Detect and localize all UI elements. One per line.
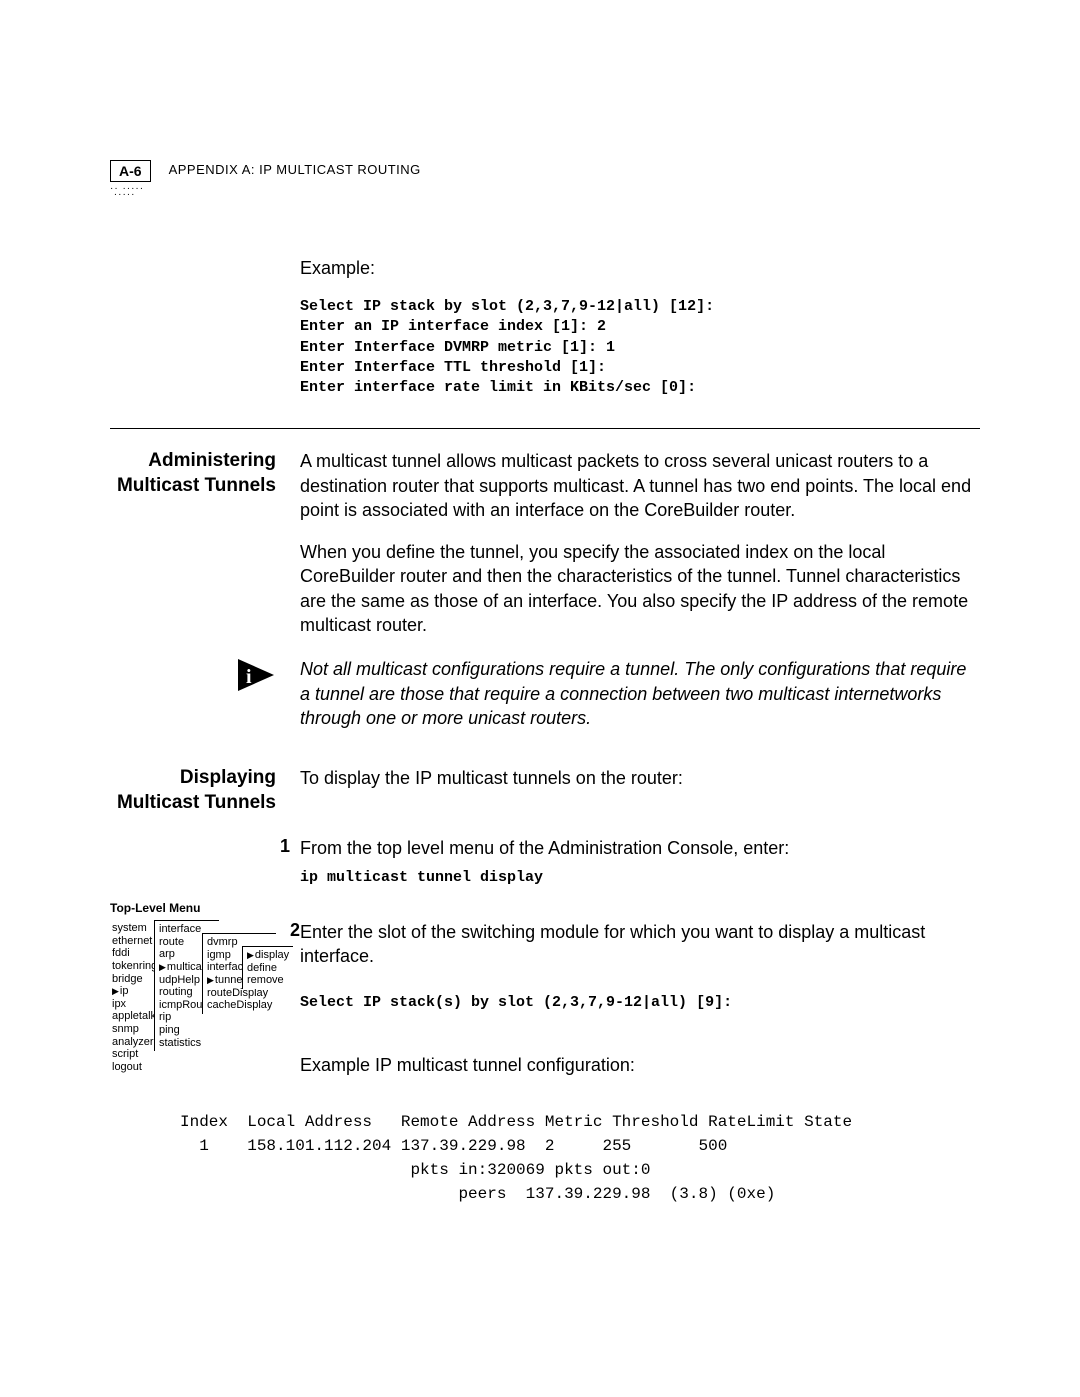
section2-intro: To display the IP multicast tunnels on t… xyxy=(300,766,980,790)
section2-title-cell: Displaying Multicast Tunnels xyxy=(110,766,300,815)
tunnel-header: Index Local Address Remote Address Metri… xyxy=(180,1113,852,1131)
section1-para2: When you define the tunnel, you specify … xyxy=(300,540,980,637)
menu-item: bridge xyxy=(112,973,157,986)
chevron-right-icon: ▶ xyxy=(207,975,214,985)
note-icon-cell: i xyxy=(110,657,300,693)
menu-item: logout xyxy=(112,1061,157,1074)
step2-command: Select IP stack(s) by slot (2,3,7,9-12|a… xyxy=(300,993,980,1013)
menu-item: ▶display xyxy=(247,949,289,962)
example-code: Select IP stack by slot (2,3,7,9-12|all)… xyxy=(300,297,980,398)
menu-item: appletalk xyxy=(112,1010,157,1023)
menu-item: analyzer xyxy=(112,1036,157,1049)
example-block: Example: Select IP stack by slot (2,3,7,… xyxy=(300,258,980,398)
top-level-menu: Top-Level Menu system ethernet fddi toke… xyxy=(110,902,300,1090)
menu-item: ipx xyxy=(112,998,157,1011)
menu-container: Top-Level Menu system ethernet fddi toke… xyxy=(110,902,300,1090)
page-number-box: A-6 xyxy=(110,160,151,182)
tunnel-output: Index Local Address Remote Address Metri… xyxy=(180,1110,980,1206)
menu-item: cacheDisplay xyxy=(207,999,272,1012)
step1-num-cell: 1 xyxy=(110,836,300,857)
section-divider xyxy=(110,428,980,429)
step2-row: Top-Level Menu system ethernet fddi toke… xyxy=(110,902,980,1090)
config-label: Example IP multicast tunnel configuratio… xyxy=(300,1053,980,1077)
chevron-right-icon: ▶ xyxy=(159,962,166,972)
tunnel-pkts: pkts in:320069 pkts out:0 xyxy=(180,1161,650,1179)
section-admin-tunnels: Administering Multicast Tunnels A multic… xyxy=(110,449,980,637)
page-number: A-6 xyxy=(119,163,142,179)
step1-command: ip multicast tunnel display xyxy=(300,868,980,888)
example-label: Example: xyxy=(300,258,980,279)
menu-item: ethernet xyxy=(112,935,157,948)
step1-body: From the top level menu of the Administr… xyxy=(300,836,980,889)
note-text: Not all multicast configurations require… xyxy=(300,657,980,730)
step1-number: 1 xyxy=(280,836,290,857)
menu-item: ping xyxy=(159,1024,215,1037)
step2-text: Enter the slot of the switching module f… xyxy=(300,920,980,969)
note-row: i Not all multicast configurations requi… xyxy=(110,657,980,730)
menu-item: snmp xyxy=(112,1023,157,1036)
appendix-title: APPENDIX A: IP MULTICAST ROUTING xyxy=(169,162,421,177)
step2-number: 2 xyxy=(290,920,300,941)
step1-text: From the top level menu of the Administr… xyxy=(300,836,980,860)
info-arrow-icon: i xyxy=(236,657,276,693)
menu-item: fddi xyxy=(112,947,157,960)
menu-columns: system ethernet fddi tokenring bridge ▶i… xyxy=(110,920,280,1090)
menu-item: define xyxy=(247,962,289,975)
tunnel-row: 1 158.101.112.204 137.39.229.98 2 255 50… xyxy=(180,1137,727,1155)
menu-item: ▶ip xyxy=(112,985,157,998)
step2-body: Enter the slot of the switching module f… xyxy=(300,902,980,1077)
chevron-right-icon: ▶ xyxy=(247,950,254,960)
menu-item: system xyxy=(112,922,157,935)
dots-decoration: ·· ····· ····· xyxy=(110,186,151,198)
menu-item: tokenring xyxy=(112,960,157,973)
section1-para1: A multicast tunnel allows multicast pack… xyxy=(300,449,980,522)
menu-label: Top-Level Menu xyxy=(110,902,300,916)
section1-title-cell: Administering Multicast Tunnels xyxy=(110,449,300,498)
section1-title: Administering Multicast Tunnels xyxy=(110,449,276,498)
tunnel-peers: peers 137.39.229.98 (3.8) (0xe) xyxy=(180,1185,775,1203)
menu-item: script xyxy=(112,1048,157,1061)
page-header: A-6 ·· ····· ····· APPENDIX A: IP MULTIC… xyxy=(110,160,980,198)
section2-title: Displaying Multicast Tunnels xyxy=(110,766,276,815)
section1-body: A multicast tunnel allows multicast pack… xyxy=(300,449,980,637)
menu-item: remove xyxy=(247,974,289,987)
page-number-block: A-6 ·· ····· ····· xyxy=(110,160,151,198)
chevron-right-icon: ▶ xyxy=(112,986,119,996)
step1-row: 1 From the top level menu of the Adminis… xyxy=(110,836,980,889)
section-display-tunnels: Displaying Multicast Tunnels To display … xyxy=(110,766,980,815)
page: A-6 ·· ····· ····· APPENDIX A: IP MULTIC… xyxy=(0,0,1080,1326)
svg-text:i: i xyxy=(246,666,252,688)
menu-item: statistics xyxy=(159,1037,215,1050)
menu-col4: ▶display define remove xyxy=(242,946,293,989)
